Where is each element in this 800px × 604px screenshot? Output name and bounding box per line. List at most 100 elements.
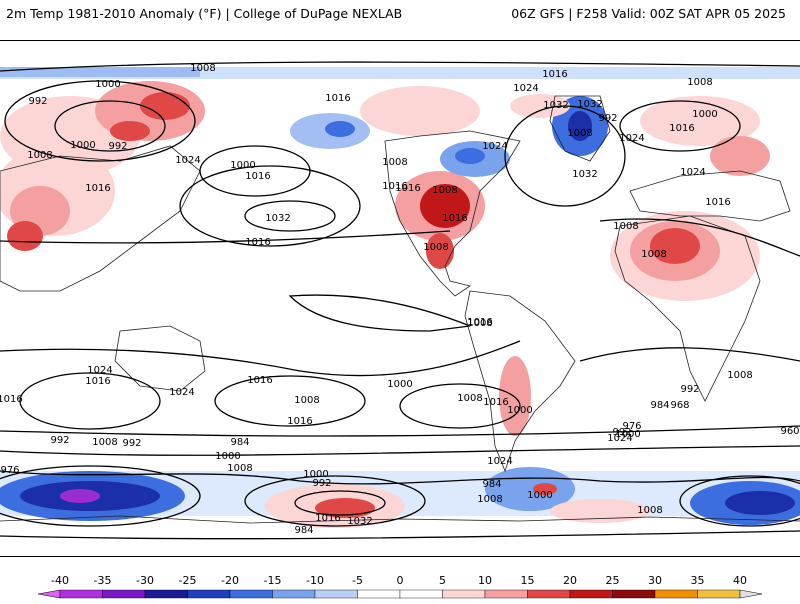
isobar-label: 1008 — [467, 318, 492, 329]
isobar-label: 976 — [0, 465, 19, 476]
isobar-label: 992 — [28, 96, 47, 107]
colorbar-tick-label: 20 — [563, 574, 577, 587]
colorbar-tick-label: -5 — [352, 574, 363, 587]
model-run-label: 06Z GFS | F258 Valid: 00Z SAT APR 05 202… — [511, 6, 786, 21]
colorbar-segment — [654, 589, 698, 599]
isobar-label: 1032 — [265, 213, 290, 224]
isobar-label: 984 — [294, 525, 313, 536]
isobar-label: 1000 — [692, 109, 717, 120]
colorbar-segment — [612, 589, 656, 599]
isobar-label: 1008 — [432, 185, 457, 196]
isobar-label: 1016 — [85, 376, 110, 387]
colorbar-tick-label: -10 — [306, 574, 324, 587]
colorbar-tick-label: -35 — [94, 574, 112, 587]
isobar-label: 1016 — [245, 237, 270, 248]
colorbar-tick-label: 25 — [606, 574, 620, 587]
isobar-label: 1024 — [680, 167, 705, 178]
isobar-label: 1008 — [423, 242, 448, 253]
colorbar-tick-label: 15 — [521, 574, 535, 587]
colorbar-tick-label: -15 — [264, 574, 282, 587]
isobar-label: 1016 — [542, 69, 567, 80]
isobar-label: 1016 — [287, 416, 312, 427]
isobar-label: 1000 — [70, 140, 95, 151]
anomaly-shading — [0, 67, 800, 528]
isobar-label: 1008 — [613, 221, 638, 232]
colorbar-segment — [144, 589, 188, 599]
isobar-label: 1008 — [477, 494, 502, 505]
isobar-label: 1016 — [669, 123, 694, 134]
colorbar-tick-label: 5 — [439, 574, 446, 587]
isobar-label: 1024 — [87, 365, 112, 376]
isobar-label: 1008 — [227, 463, 252, 474]
colorbar-tick-label: 0 — [397, 574, 404, 587]
isobar-label: 1016 — [382, 181, 407, 192]
isobar-label: 1016 — [325, 93, 350, 104]
isobar-label: 1000 — [387, 379, 412, 390]
isobar-label: 1032 — [543, 100, 568, 111]
isobar-label: 1008 — [294, 395, 319, 406]
map-title: 2m Temp 1981-2010 Anomaly (°F) | College… — [6, 6, 403, 21]
isobar-label: 1024 — [607, 433, 632, 444]
isobar-label: 992 — [680, 384, 699, 395]
isobar-label: 992 — [108, 141, 127, 152]
isobar-label: 976 — [622, 421, 641, 432]
colorbar-segment — [357, 589, 401, 599]
isobar-label: 1008 — [92, 437, 117, 448]
colorbar-segment — [569, 589, 613, 599]
isobar-label: 968 — [670, 400, 689, 411]
isobar-contours — [0, 61, 800, 540]
isobar-label: 1000 — [303, 469, 328, 480]
colorbar-segment — [697, 589, 741, 599]
colorbar-tick-label: -20 — [221, 574, 239, 587]
colorbar-arrow-left — [37, 589, 61, 599]
colorbar-tick-label: -25 — [179, 574, 197, 587]
colorbar-segment — [314, 589, 358, 599]
isobar-label: 1016 — [315, 513, 340, 524]
isobar-label: 1008 — [27, 150, 52, 161]
isobar-label: 1032 — [347, 516, 372, 527]
isobar-label: 1008 — [637, 505, 662, 516]
isobar-label: 1000 — [95, 79, 120, 90]
colorbar-segment — [272, 589, 316, 599]
anomaly-map: 1008 1000 992 1000 992 1008 1016 1016 1024 1000 10… — [0, 40, 800, 557]
isobar-label: 1024 — [175, 155, 200, 166]
isobar-label: 1000 — [507, 405, 532, 416]
isobar-label: 1016 — [245, 171, 270, 182]
isobar-label: 992 — [612, 427, 631, 438]
isobar-label: 1008 — [190, 63, 215, 74]
isobar-label: 992 — [312, 478, 331, 489]
colorbar-arrow-right — [739, 589, 763, 599]
isobar-label: 1024 — [619, 133, 644, 144]
colorbar-tick-label: 35 — [691, 574, 705, 587]
isobar-label: 1016 — [247, 375, 272, 386]
isobar-label: 984 — [650, 400, 669, 411]
isobar-label: 992 — [50, 435, 69, 446]
isobar-label: 1000 — [527, 490, 552, 501]
isobar-label: 960 — [780, 426, 799, 437]
colorbar-tick-label: -40 — [51, 574, 69, 587]
isobar-label: 1016 — [467, 317, 492, 328]
isobar-label: 1008 — [457, 393, 482, 404]
isobar-label: 1000 — [215, 451, 240, 462]
colorbar-segment — [59, 589, 103, 599]
isobar-label: 1024 — [487, 456, 512, 467]
colorbar-segment — [527, 589, 571, 599]
isobar-label: 1024 — [513, 83, 538, 94]
isobar-label: 1008 — [687, 77, 712, 88]
isobar-label: 984 — [482, 479, 501, 490]
isobar-label: 1008 — [382, 157, 407, 168]
isobar-label: 1000 — [615, 429, 640, 440]
isobar-label: 1008 — [641, 249, 666, 260]
isobar-label: 1008 — [567, 128, 592, 139]
isobar-label: 1016 — [705, 197, 730, 208]
isobar-label: 1016 — [483, 397, 508, 408]
colorbar-segment — [484, 589, 528, 599]
isobar-label: 1008 — [727, 370, 752, 381]
colorbar-segment — [399, 589, 443, 599]
isobar-label: 1024 — [169, 387, 194, 398]
isobar-label: 1024 — [482, 141, 507, 152]
isobar-label: 1032 — [577, 99, 602, 110]
isobar-label: 992 — [122, 438, 141, 449]
isobar-label: 1016 — [85, 183, 110, 194]
